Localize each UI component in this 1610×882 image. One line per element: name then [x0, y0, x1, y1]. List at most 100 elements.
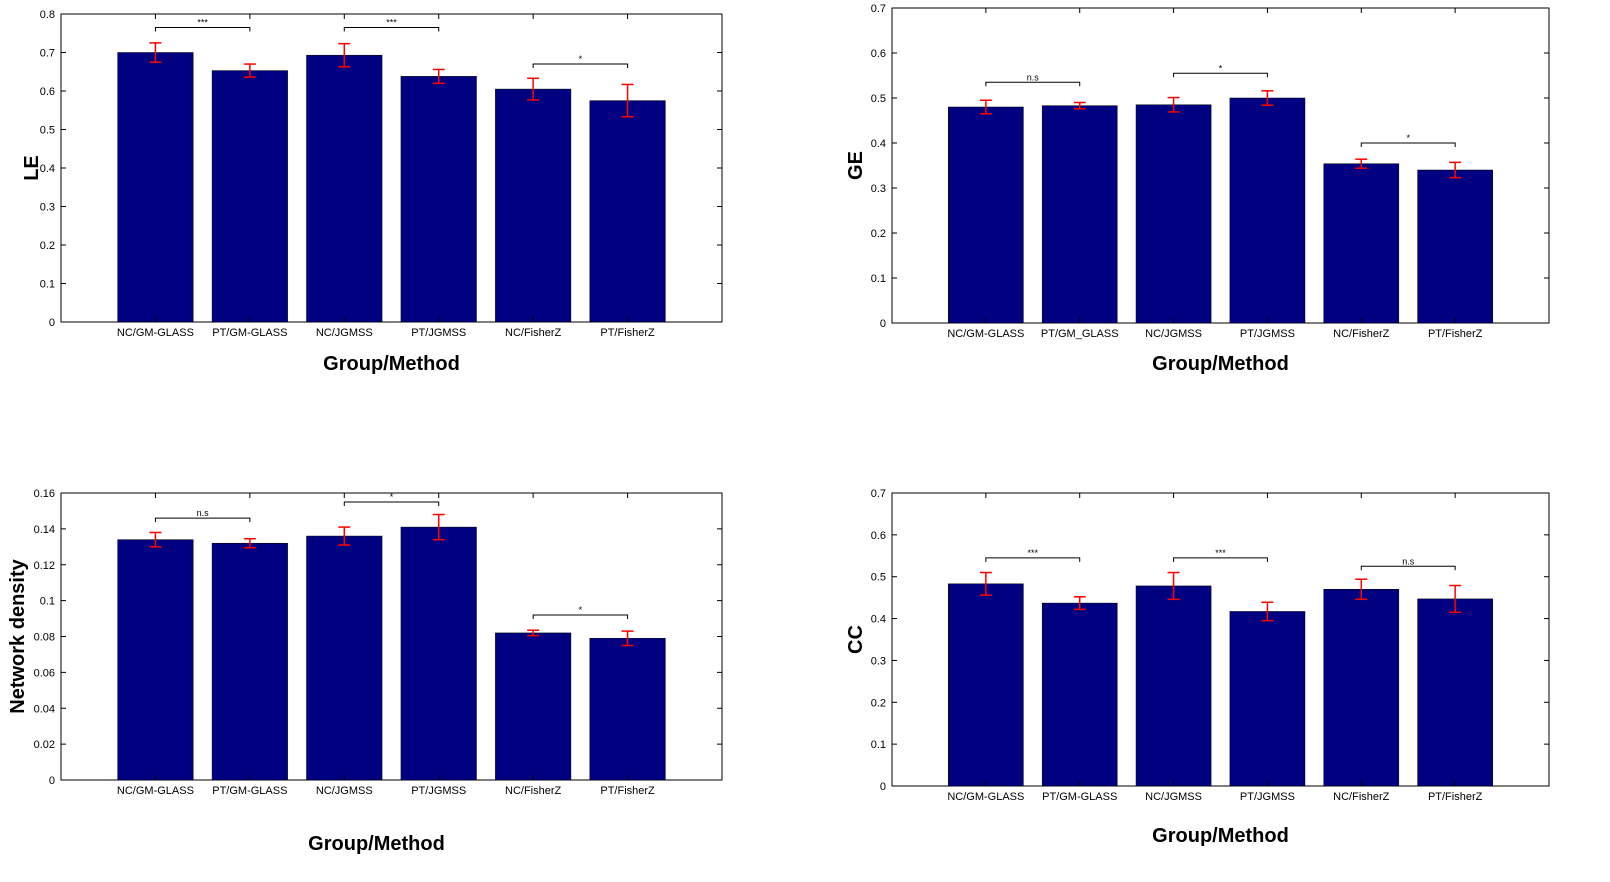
x-tick-label: NC/FisherZ [505, 327, 562, 339]
y-tick-label: 0.6 [871, 530, 886, 542]
significance-bracket: *** [985, 548, 1081, 562]
bar-pt-gm-glass [211, 542, 288, 781]
error-bar [149, 42, 162, 63]
error-bar [527, 629, 540, 637]
error-bar [1167, 571, 1180, 601]
axes-box [891, 7, 1550, 324]
bar-nc-fisherz [1323, 589, 1400, 787]
x-tick-label: PT/JGMSS [411, 785, 466, 797]
y-tick-label: 0.1 [40, 279, 55, 291]
bar-pt-jgmss [400, 526, 477, 781]
significance-bracket: *** [1173, 548, 1268, 562]
significance-bracket: n.s [154, 508, 251, 523]
y-tick-label: 0.4 [871, 614, 886, 626]
x-tick-label: PT/JGMSS [1240, 328, 1295, 340]
y-tick-label: 0.16 [34, 488, 55, 500]
significance-bracket: n.s [985, 72, 1081, 87]
error-bar [149, 531, 162, 548]
x-tick-label: NC/FisherZ [1333, 791, 1390, 803]
significance-bracket: *** [154, 17, 251, 32]
y-tick-label: 0.2 [871, 228, 886, 240]
y-tick-label: 0.2 [871, 697, 886, 709]
x-tick-label: PT/GM-GLASS [212, 785, 287, 797]
significance-label: n.s [197, 508, 210, 518]
x-tick-label: NC/JGMSS [316, 785, 373, 797]
y-tick-label: 0.1 [871, 739, 886, 751]
significance-label: * [579, 605, 583, 615]
bar-nc-jgmss [1135, 585, 1212, 787]
significance-label: n.s [1027, 72, 1040, 82]
x-tick-label: PT/FisherZ [600, 327, 655, 339]
bar-nc-gm-glass [117, 539, 194, 781]
error-bar [1167, 96, 1180, 113]
significance-label: *** [386, 17, 397, 27]
y-tick-label: 0.5 [40, 125, 55, 137]
x-tick-label: NC/JGMSS [1145, 328, 1202, 340]
error-bar [1073, 101, 1086, 110]
error-bar [979, 571, 992, 596]
x-axis-label: Group/Method [1152, 825, 1289, 847]
error-bar [432, 68, 445, 85]
y-tick-label: 0 [49, 317, 55, 329]
bar-pt-fisherz [589, 100, 666, 323]
y-tick-label: 0.1 [871, 273, 886, 285]
y-tick-label: 0 [49, 775, 55, 787]
y-tick-label: 0.7 [40, 48, 55, 60]
x-tick-label: NC/GM-GLASS [947, 328, 1024, 340]
bar-pt-fisherz [1417, 169, 1493, 324]
panel-cc: 0 0.1 0.2 0.3 0.4 0.5 0.6 0.7 NC/GM-GLASS PT/GM-G… [845, 488, 1550, 847]
x-tick-label: NC/GM-GLASS [947, 791, 1024, 803]
x-tick-label: PT/GM-GLASS [1042, 791, 1117, 803]
significance-bracket: * [1360, 133, 1456, 147]
y-tick-label: 0.7 [871, 488, 886, 500]
error-bar [1449, 161, 1462, 179]
error-bar [1355, 578, 1368, 601]
x-axis-label: Group/Method [323, 353, 460, 375]
x-tick-label: PT/FisherZ [1428, 328, 1483, 340]
significance-bracket: * [532, 605, 629, 619]
y-tick-label: 0.06 [34, 667, 55, 679]
y-tick-label: 0.6 [40, 86, 55, 98]
error-bar [243, 63, 256, 78]
x-tick-label: PT/JGMSS [411, 327, 466, 339]
significance-label: *** [1215, 548, 1226, 558]
x-axis-label: Group/Method [1152, 353, 1289, 375]
bar-pt-gm-glass [1041, 602, 1118, 787]
error-bar [1073, 596, 1086, 611]
x-tick-label: PT/JGMSS [1240, 791, 1295, 803]
error-bar [1261, 601, 1274, 622]
y-tick-label: 0.4 [40, 163, 55, 175]
significance-label: * [390, 492, 394, 502]
significance-bracket: * [532, 54, 629, 69]
y-tick-label: 0 [880, 318, 886, 330]
error-bar [527, 77, 540, 101]
error-bar [1355, 158, 1368, 169]
y-axis-label: GE [845, 151, 867, 180]
y-tick-label: 0.3 [40, 202, 55, 214]
bar-nc-fisherz [1323, 163, 1400, 324]
y-tick-label: 0.3 [871, 655, 886, 667]
x-tick-label: NC/GM-GLASS [117, 327, 194, 339]
bar-nc-gm-glass [117, 52, 194, 323]
bar-nc-jgmss [306, 535, 383, 781]
bar-pt-jgmss [400, 76, 477, 323]
y-tick-label: 0.12 [34, 560, 55, 572]
axes-box [891, 492, 1550, 787]
error-bar [338, 42, 351, 68]
significance-label: n.s [1402, 556, 1415, 566]
y-tick-label: 0.08 [34, 632, 55, 644]
y-tick-label: 0.04 [34, 703, 55, 715]
x-tick-label: NC/FisherZ [505, 785, 562, 797]
bar-nc-jgmss [306, 54, 383, 323]
error-bar [338, 526, 351, 546]
bar-nc-fisherz [495, 88, 572, 323]
y-axis-label: CC [845, 625, 867, 654]
panel-le: 0 0.1 0.2 0.3 0.4 0.5 0.6 0.7 0.8 NC/GM-GLASS PT/G… [21, 9, 723, 375]
significance-label: * [579, 54, 583, 64]
panel-ge: 0 0.1 0.2 0.3 0.4 0.5 0.6 0.7 NC/GM-GLASS PT/GM_G… [845, 3, 1550, 375]
error-bar [1449, 584, 1462, 614]
y-tick-label: 0.2 [40, 240, 55, 252]
y-tick-label: 0.14 [34, 524, 55, 536]
bar-pt-gm-glass [1041, 105, 1118, 324]
